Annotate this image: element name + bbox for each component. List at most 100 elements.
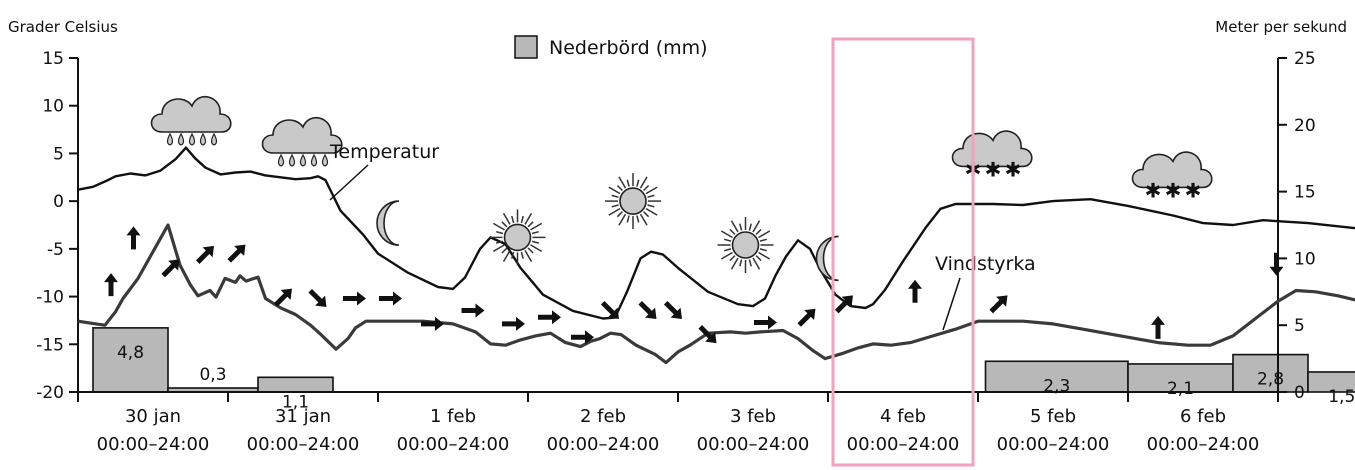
sun-ray: [758, 230, 771, 239]
precipitation-value-label: 1,5: [1328, 387, 1355, 407]
sun-ray: [645, 207, 658, 216]
sun-ray: [748, 223, 752, 231]
wind-arrow-shape: [834, 295, 853, 314]
wind-arrows: [104, 226, 1284, 345]
wind-arrow: [600, 300, 619, 319]
day-date-label: 31 jan: [275, 406, 331, 427]
sun-ray: [530, 222, 543, 231]
precipitation-bar: [1232, 353, 1309, 393]
sun-ray: [639, 213, 648, 226]
y-left-axis-label: Grader Celsius: [8, 18, 118, 36]
sun-ray: [492, 244, 505, 253]
snowflake: ✱: [1005, 157, 1022, 181]
sun-ray: [759, 238, 767, 242]
raindrop: [288, 153, 296, 167]
sun-ray: [739, 223, 743, 231]
y-left-tick-label: 0: [53, 192, 64, 212]
wind-arrow-shape: [379, 291, 402, 306]
sun-ray: [492, 222, 505, 231]
wind-arrow: [502, 316, 525, 331]
sun-ray: [611, 194, 619, 198]
day-date-label: 4 feb: [880, 406, 926, 427]
wind-arrow-shape: [161, 259, 180, 278]
wind-arrow-shape: [571, 330, 594, 345]
wind-line: [77, 223, 1355, 365]
sun-ray: [501, 247, 508, 254]
sun-ray: [496, 240, 504, 244]
y-left-tick-label: -5: [47, 240, 64, 260]
wind-arrow-shape: [698, 325, 717, 344]
precipitation-value-label: 4,8: [117, 343, 144, 363]
sun-disc: [619, 187, 647, 215]
sun-ray: [496, 230, 504, 235]
sun-ray: [520, 215, 524, 224]
sun-ray: [626, 179, 630, 187]
wind-arrow: [461, 303, 485, 318]
sun-ray: [608, 186, 621, 195]
wind-arrow-shape: [227, 244, 246, 263]
raindrop: [166, 132, 174, 146]
y-right-tick-label: 0: [1294, 383, 1305, 403]
wind-arrow-shape: [421, 316, 444, 331]
precipitation-bar: [1127, 363, 1234, 393]
day-date-label: 1 feb: [430, 406, 476, 427]
sun-ray: [755, 228, 762, 235]
moon-icon: [815, 235, 839, 282]
moon-shape: [815, 235, 839, 282]
cloud-snow-icon: ✱ ✱ ✱: [951, 130, 1033, 181]
sun-ray: [759, 248, 767, 252]
sun-ray: [755, 255, 762, 262]
raindrop: [199, 132, 207, 146]
sun-ray: [531, 230, 539, 235]
day-date-label: 5 feb: [1030, 406, 1076, 427]
sun-ray: [639, 176, 648, 189]
wind-arrow: [698, 325, 717, 344]
precipitation-value-label: 2,8: [1257, 370, 1284, 390]
wind-arrow: [1151, 315, 1165, 339]
wind-arrow-shape: [638, 300, 657, 319]
cloud-shape: [1131, 151, 1213, 189]
legend-label: Nederbörd (mm): [549, 37, 708, 59]
sun-ray: [643, 211, 650, 218]
sun-ray: [647, 204, 655, 208]
wind-arrow: [195, 245, 214, 264]
wind-arrow-shape: [343, 291, 366, 306]
wind-arrow: [126, 226, 141, 250]
day-period-label: 00:00–24:00: [697, 434, 810, 455]
cloud-shape: [150, 95, 232, 133]
wind-arrow-shape: [908, 279, 922, 303]
sun-ray: [636, 179, 640, 187]
sun-ray: [618, 213, 627, 226]
sun-ray: [647, 194, 655, 198]
sun-ray: [636, 215, 640, 223]
legend: Nederbörd (mm): [514, 35, 708, 59]
cloud-rain-icon: [150, 95, 232, 146]
sun-ray: [643, 184, 650, 192]
sun-icon: [605, 173, 661, 230]
sun-ray: [524, 250, 533, 262]
day-period-label: 00:00–24:00: [1147, 434, 1260, 455]
wind-arrow: [379, 291, 402, 306]
snowflake: ✱: [1185, 178, 1202, 202]
sun-ray: [730, 257, 739, 270]
precipitation-value-label: 2,1: [1167, 379, 1194, 399]
wind-arrow: [908, 279, 922, 303]
snowflake: ✱: [985, 157, 1002, 181]
day-period-label: 00:00–24:00: [847, 434, 960, 455]
wind-arrow: [797, 308, 816, 327]
raindrop: [321, 153, 329, 167]
wind-arrow-shape: [989, 295, 1008, 314]
raindrop: [310, 153, 318, 167]
wind-arrow: [343, 291, 366, 306]
wind-arrow: [538, 310, 561, 325]
day-period-label: 00:00–24:00: [547, 434, 660, 455]
y-right-tick-label: 20: [1294, 116, 1316, 136]
precipitation-value-label: 2,3: [1043, 376, 1070, 396]
sun-ray: [729, 228, 736, 235]
precipitation-value-label: 0,3: [199, 365, 226, 385]
day-period-label: 00:00–24:00: [397, 434, 510, 455]
y-left-tick-label: 15: [42, 49, 64, 69]
snowflake: ✱: [1165, 178, 1182, 202]
sun-ray: [520, 251, 524, 259]
